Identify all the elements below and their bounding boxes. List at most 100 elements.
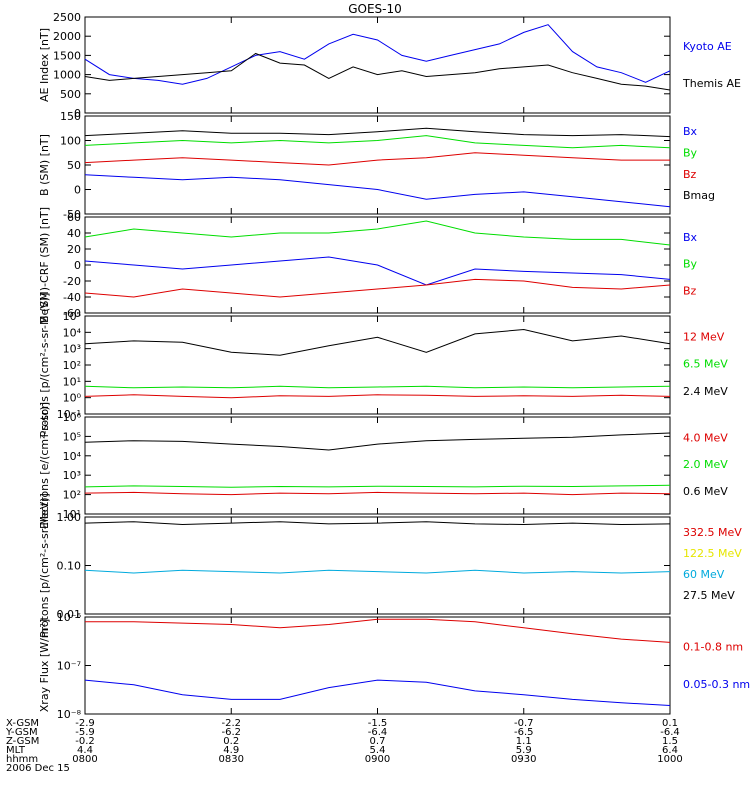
y-tick-label: 500: [60, 88, 81, 101]
y-axis-label: Xray Flux [W/m²]: [38, 619, 51, 712]
ephemeris-value: 1.5: [662, 736, 678, 747]
panel-frame: [84, 16, 671, 114]
legend-label: 332.5 MeV: [683, 526, 742, 539]
y-axis-label: Protons [p/(cm²-s-sr-MeV)]: [38, 293, 51, 438]
y-tick-label: -60: [63, 307, 81, 320]
y-tick-label: 10¹: [63, 375, 81, 388]
y-tick-label: 0.01: [57, 608, 82, 621]
y-tick-label: 10¹: [63, 508, 81, 521]
ephemeris-value: 0930: [511, 754, 536, 765]
y-tick-label: 10⁻⁸: [57, 708, 82, 721]
legend-label: 0.1-0.8 nm: [683, 641, 743, 654]
legend-label: 27.5 MeV: [683, 589, 735, 602]
series-line: [84, 127, 671, 138]
y-tick-label: 10⁻⁷: [57, 660, 81, 673]
y-tick-label: 2000: [53, 30, 81, 43]
y-axis-label: Electrons [e/(cm²-s-sr)]: [38, 402, 51, 529]
y-tick-label: -20: [63, 275, 81, 288]
panel-frame: [84, 315, 671, 415]
y-tick-label: 150: [60, 110, 81, 123]
ephemeris-label: hhmm: [6, 754, 38, 765]
legend-label: Bmag: [683, 189, 715, 202]
series-line: [84, 256, 671, 286]
y-tick-label: 10⁻⁶: [57, 611, 82, 624]
series-line: [84, 278, 671, 298]
ephemeris-value: 5.4: [370, 745, 386, 756]
y-tick-label: 10³: [63, 469, 81, 482]
y-tick-label: 2500: [53, 11, 81, 24]
y-tick-label: 0: [74, 259, 81, 272]
y-axis-label: B (SM) [nT]: [38, 134, 51, 196]
series-line: [84, 491, 671, 496]
ephemeris-value: -6.4: [660, 727, 680, 738]
y-axis-label: B (SM)-CRF (SM) [nT]: [38, 207, 51, 323]
y-tick-label: 10⁻¹: [57, 408, 81, 421]
ephemeris-value: -0.2: [75, 736, 95, 747]
y-tick-label: 1000: [53, 69, 81, 82]
panel-frame: [84, 416, 671, 515]
y-tick-label: 10²: [63, 489, 81, 502]
y-tick-label: -50: [63, 208, 81, 221]
y-tick-label: 20: [67, 243, 81, 256]
ephemeris-value: -1.5: [368, 718, 388, 729]
ephemeris-value: -2.9: [75, 718, 95, 729]
series-line: [84, 432, 671, 451]
y-tick-label: 10⁵: [63, 310, 81, 323]
series-line: [84, 385, 671, 389]
series-line: [84, 220, 671, 246]
ephemeris-value: -6.2: [221, 727, 241, 738]
legend-label: By: [683, 146, 698, 159]
y-tick-label: 40: [67, 227, 81, 240]
panel-2: -50 0 50 100 150 B (SM) [nT] Bx By Bz Bmag: [38, 110, 715, 221]
ephemeris-value: 6.4: [662, 745, 678, 756]
ephemeris-label: X-GSM: [6, 718, 39, 729]
panel-6: 0.01 0.10 1.00 Protons [p/(cm²-s-sr-MeV)] 33…: [38, 493, 742, 638]
y-tick-label: 10³: [63, 343, 81, 356]
series-line: [84, 484, 671, 488]
legend-label: Kyoto AE: [683, 40, 732, 53]
legend-label: 0.05-0.3 nm: [683, 678, 750, 691]
y-tick-label: 10⁵: [63, 430, 81, 443]
legend-label: 4.0 MeV: [683, 431, 728, 444]
y-tick-label: 10⁴: [63, 450, 82, 463]
y-axis-label: Protons [p/(cm²-s-sr-MeV)]: [38, 493, 51, 638]
ephemeris-label: MLT: [6, 745, 26, 756]
panel-3: -60 -40 -20 0 20 40 60 B (SM)-CRF (SM) [nT] Bx By…: [38, 207, 698, 323]
series-line: [84, 328, 671, 356]
legend-label: 2.0 MeV: [683, 458, 728, 471]
y-tick-label: 1.00: [57, 511, 82, 524]
series-line: [84, 521, 671, 526]
legend-label: Themis AE: [682, 77, 741, 90]
y-tick-label: 10⁴: [63, 326, 82, 339]
ephemeris-value: 0800: [72, 754, 97, 765]
legend-label: 2.4 MeV: [683, 385, 728, 398]
series-line: [84, 394, 671, 399]
panel-frame: [84, 616, 671, 715]
panel-5: 10¹ 10² 10³ 10⁴ 10⁵ 10⁶ Electrons [e/(cm²-s-sr…: [38, 402, 728, 529]
legend-label: 122.5 MeV: [683, 547, 742, 560]
series-line: [84, 52, 671, 91]
series-line: [84, 174, 671, 208]
y-tick-label: 100: [60, 135, 81, 148]
ephemeris-label: 2006 Dec 15: [6, 763, 70, 774]
ephemeris-value: -2.2: [221, 718, 241, 729]
ephemeris-value: 0900: [365, 754, 390, 765]
y-tick-label: 10²: [63, 359, 81, 372]
ephemeris-value: 1.1: [516, 736, 532, 747]
ephemeris-value: -6.5: [514, 727, 534, 738]
ephemeris-value: 0.7: [370, 736, 386, 747]
ephemeris-label: Y-GSM: [5, 727, 38, 738]
panel-4: 10⁻¹ 10⁰ 10¹ 10² 10³ 10⁴ 10⁵ Protons [p/(cm²-s-…: [38, 293, 728, 438]
y-tick-label: -40: [63, 291, 81, 304]
legend-label: 12 MeV: [683, 331, 725, 344]
y-tick-label: 0: [74, 184, 81, 197]
panel-7: 10⁻⁸ 10⁻⁷ 10⁻⁶ Xray Flux [W/m²] 0.1-0.8 nm 0.…: [38, 611, 750, 721]
legend-label: By: [683, 258, 698, 271]
legend-label: 60 MeV: [683, 568, 725, 581]
legend-label: 6.5 MeV: [683, 358, 728, 371]
y-tick-label: 1500: [53, 49, 81, 62]
